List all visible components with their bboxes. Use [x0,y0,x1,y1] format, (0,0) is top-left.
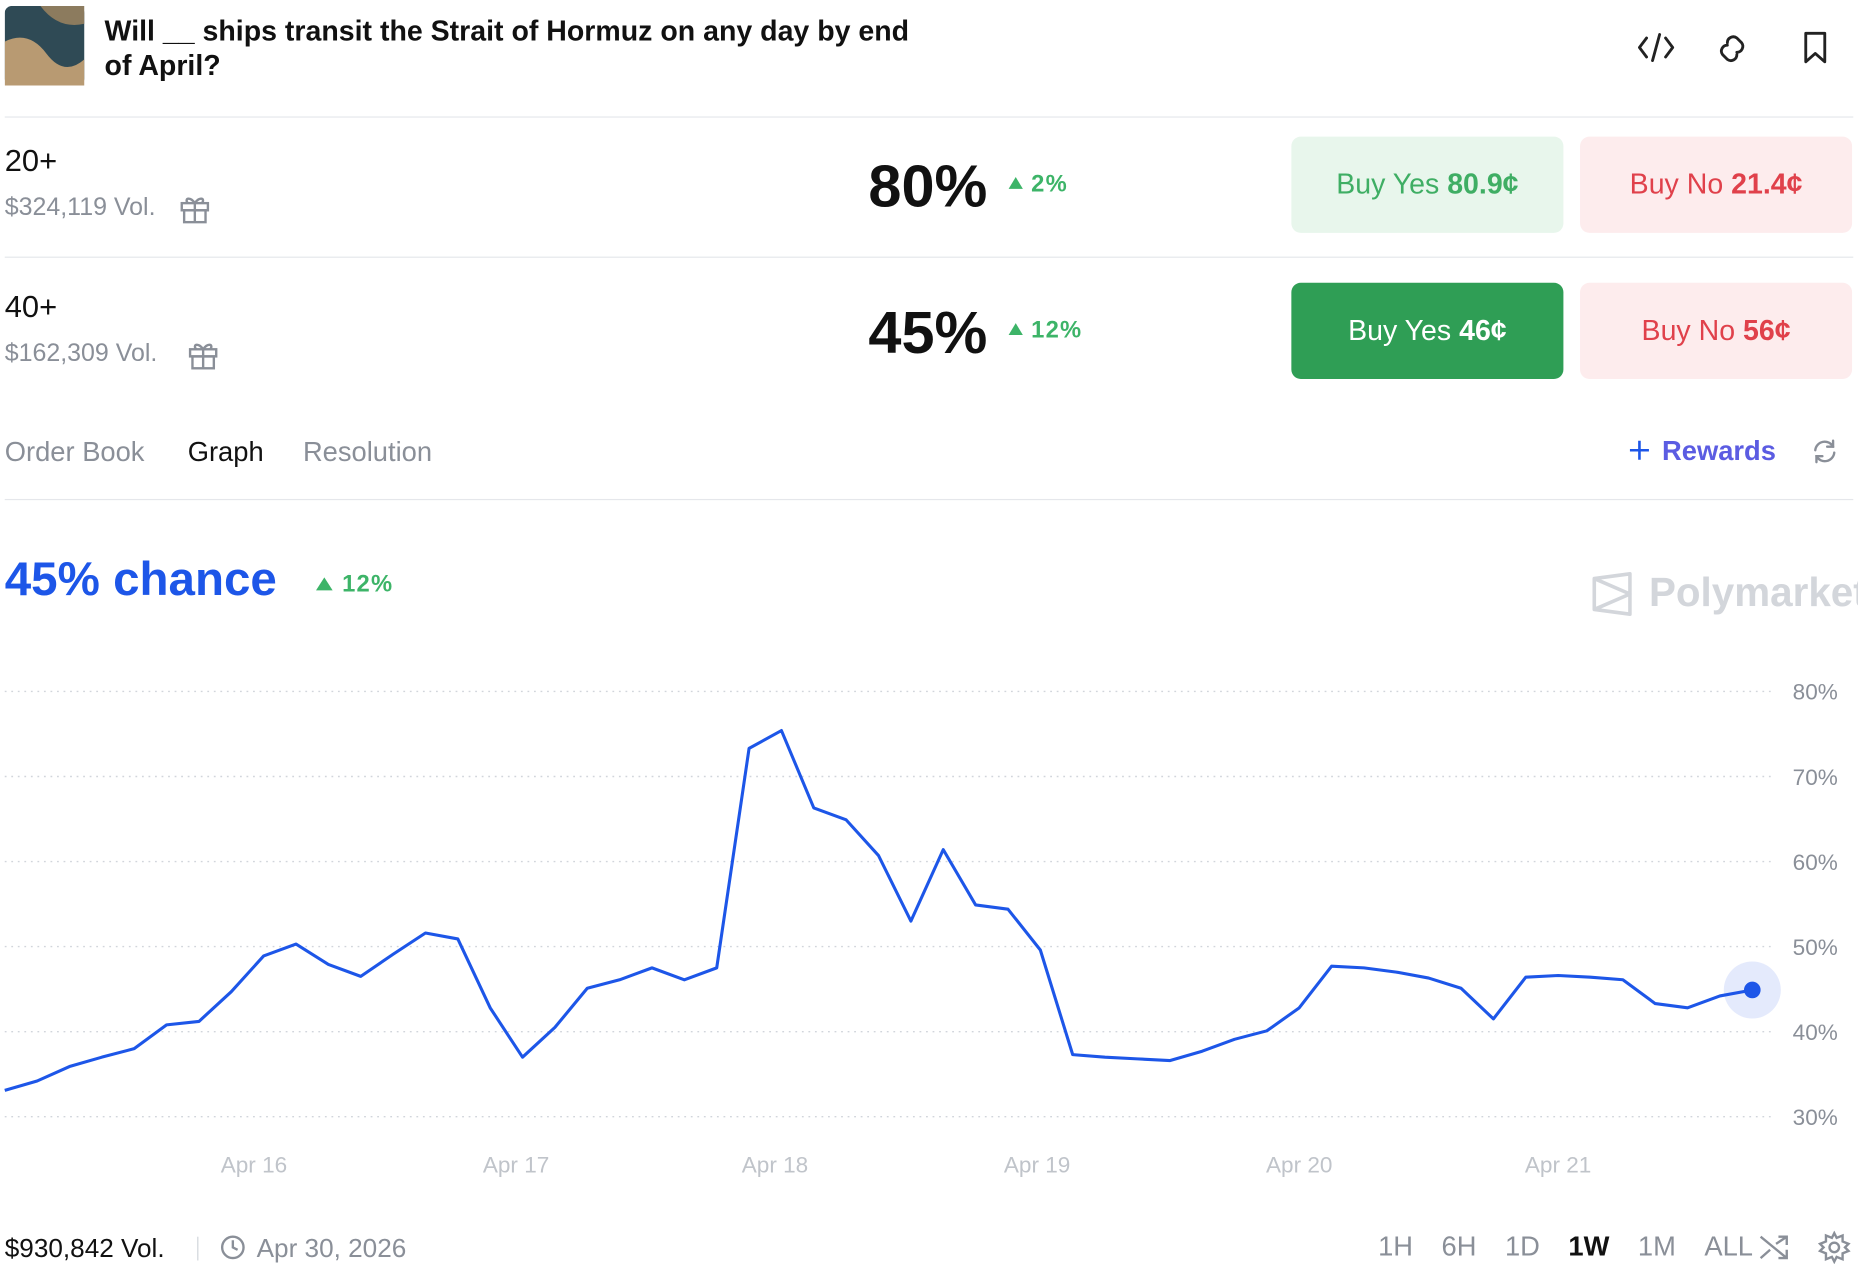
outcome-volume: $162,309 Vol. [4,339,158,368]
buy-no-button[interactable]: Buy No 56¢ [1580,282,1853,379]
price-line [4,728,1753,1092]
up-arrow [1008,323,1023,336]
x-tick-label: Apr 21 [1525,1153,1591,1178]
y-tick-label: 30% [1793,1105,1838,1130]
watermark: Polymarket [1648,570,1858,616]
x-tick-label: Apr 20 [1266,1153,1332,1178]
buy-yes-button[interactable]: Buy Yes 46¢ [1291,282,1564,379]
y-tick-label: 40% [1793,1020,1838,1045]
tab-active[interactable]: Graph [187,435,264,467]
price: 56¢ [1742,314,1791,347]
button-text: Buy Yes [1336,168,1440,201]
button-text: Buy Yes [1348,314,1452,347]
outcome-volume: $324,119 Vol. [4,193,156,221]
end-date: Apr 30, 2026 [256,1233,407,1263]
bookmark-icon[interactable] [1804,31,1827,64]
y-tick-label: 60% [1793,850,1838,875]
refresh-icon[interactable] [1811,437,1840,466]
outcome-label: 40+ [4,288,58,325]
y-tick-label: 70% [1793,765,1838,790]
chart-change: 12% [342,571,394,598]
settings-icon[interactable] [1817,1230,1851,1265]
shuffle-icon[interactable] [1758,1232,1791,1263]
y-tick-label: 80% [1793,680,1838,705]
rewards-link[interactable]: Rewards [1662,434,1776,466]
clock-icon [220,1235,245,1260]
range-button[interactable]: 1H [1378,1230,1414,1262]
separator [197,1236,199,1261]
y-tick-label: 50% [1793,935,1838,960]
range-button[interactable]: 1W [1568,1230,1610,1262]
up-arrow [316,577,333,591]
outcome-change: 2% [1031,171,1068,198]
plus-icon [1629,440,1649,460]
x-tick-label: Apr 18 [742,1153,808,1178]
range-selector: 1H 6H 1D 1W 1M ALL [1378,1231,1781,1263]
x-tick-label: Apr 16 [221,1153,287,1178]
chart-chance: 45% chance [4,553,277,606]
range-button[interactable]: 1M [1637,1230,1676,1262]
current-point [1743,981,1761,999]
outcome-chance: 45% [868,299,988,366]
outcome-label: 20+ [4,142,58,179]
tab[interactable]: Order Book [4,435,145,467]
tab[interactable]: Resolution [302,435,433,467]
range-button[interactable]: 1D [1504,1230,1540,1262]
polymarket-logo [1592,572,1632,616]
x-tick-label: Apr 17 [483,1153,549,1178]
range-button[interactable]: 6H [1441,1230,1477,1262]
price-chart: 30% 40% 50% 60% 70% 80% Apr 16 Apr 17 Apr 18 Apr … [4,680,1838,1178]
price: 46¢ [1459,314,1507,347]
market-title: Will __ ships transit the Strait of Horm… [104,15,910,82]
total-volume: $930,842 Vol. [4,1233,165,1263]
buy-no-button[interactable]: Buy No 21.4¢ [1580,136,1853,233]
divider [4,498,1854,501]
button-text: Buy No [1641,314,1736,347]
gift-icon[interactable] [188,340,219,371]
divider [4,256,1854,258]
header-icons [1638,31,1827,64]
x-tick-label: Apr 19 [1004,1153,1070,1178]
thumbnail [4,5,85,86]
range-button[interactable]: ALL [1704,1230,1754,1262]
divider [4,116,1854,118]
up-arrow [1008,177,1023,189]
button-text: Buy No [1629,168,1724,201]
gift-icon[interactable] [179,194,210,225]
buy-yes-button[interactable]: Buy Yes 80.9¢ [1291,136,1564,233]
link-icon[interactable] [1720,35,1745,62]
embed-icon[interactable] [1638,33,1675,63]
outcome-chance: 80% [868,153,988,220]
outcome-change: 12% [1031,317,1083,344]
price: 80.9¢ [1447,168,1519,201]
price: 21.4¢ [1731,168,1803,201]
